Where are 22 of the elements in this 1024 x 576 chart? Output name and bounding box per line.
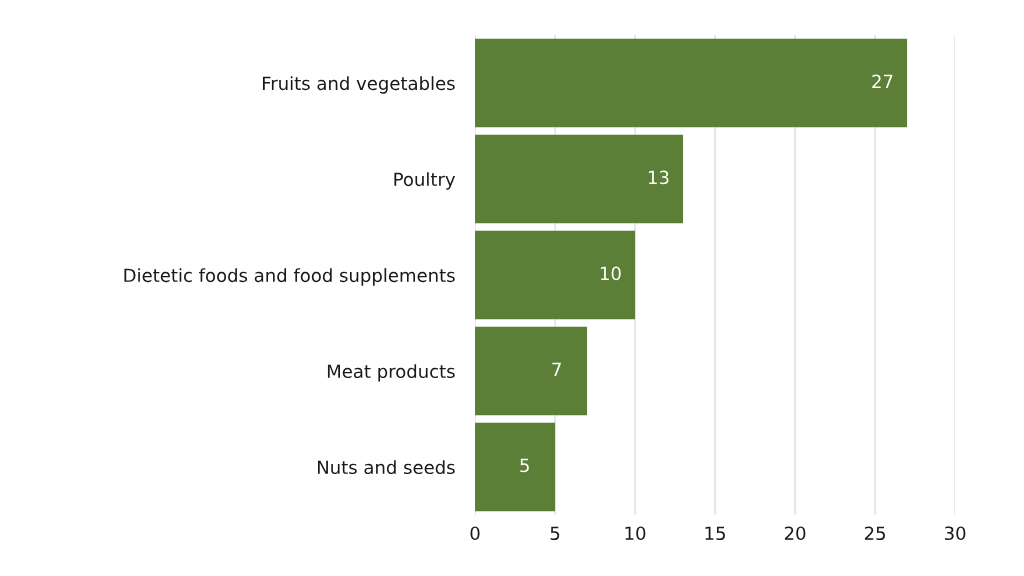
y-tick-label: Fruits and vegetables: [262, 76, 455, 94]
data-label: 27: [872, 74, 893, 88]
y-tick-label: Nuts and seeds: [317, 460, 455, 475]
bar: [475, 422, 556, 512]
x-tick-label: 25: [864, 526, 885, 541]
y-tick-label: Poultry: [394, 172, 456, 190]
y-tick-label: Meat products: [327, 364, 455, 382]
x-tick-label: 5: [550, 526, 560, 541]
x-tick-label: 20: [784, 526, 806, 541]
bar: [475, 326, 588, 416]
x-tick-label: 30: [944, 526, 966, 541]
data-label: 10: [600, 266, 621, 281]
bar: [475, 230, 636, 320]
data-label: 5: [520, 458, 529, 473]
y-tick-label: Dietetic foods and food supplements: [124, 268, 455, 286]
x-tick-label: 0: [470, 526, 480, 541]
x-tick-label: 10: [625, 526, 646, 541]
x-tick-label: 15: [705, 526, 725, 541]
bar: [475, 38, 908, 128]
data-label: 7: [552, 362, 561, 376]
bar: [475, 134, 684, 224]
data-label: 13: [648, 170, 669, 185]
